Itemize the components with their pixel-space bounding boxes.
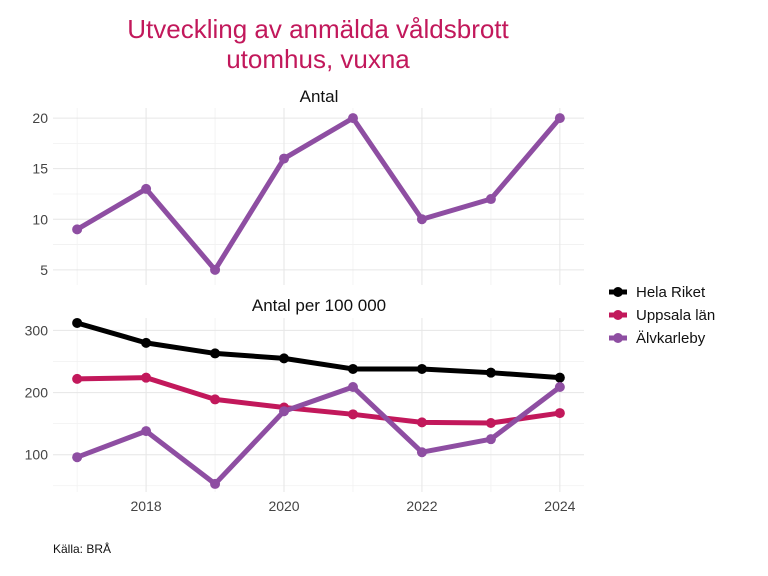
data-point-uppsala-lan — [141, 372, 152, 383]
data-point-uppsala-lan — [554, 408, 565, 419]
legend-label: Uppsala län — [636, 307, 715, 324]
data-point-alvkarleby — [72, 452, 83, 463]
x-axis: 2018 2020 2022 2024 — [131, 498, 576, 514]
x-tick-label: 2022 — [406, 498, 437, 514]
legend-swatch-point — [613, 333, 623, 343]
panel-title-per-100000: Antal per 100 000 — [252, 296, 386, 315]
data-point-alvkarleby — [347, 113, 358, 124]
x-tick-label: 2020 — [268, 498, 299, 514]
panel-antal: 5 10 15 20 — [32, 108, 584, 285]
panel-antal-per-100-000: 100 200 300 — [25, 317, 584, 492]
series-line-uppsala-lan — [74, 375, 563, 426]
y-tick-label: 15 — [32, 161, 48, 177]
series-line-hela-riket — [74, 320, 563, 381]
data-point-hela-riket — [72, 317, 83, 328]
data-point-alvkarleby — [279, 406, 290, 417]
data-point-hela-riket — [416, 363, 427, 374]
data-point-hela-riket — [279, 353, 290, 364]
legend-swatch-point — [613, 287, 623, 297]
legend-label: Älvkarleby — [636, 330, 706, 347]
y-tick-label: 300 — [25, 322, 49, 338]
data-point-alvkarleby — [416, 214, 427, 225]
data-point-alvkarleby — [72, 224, 83, 235]
x-tick-label: 2018 — [131, 498, 162, 514]
data-point-uppsala-lan — [485, 418, 496, 429]
data-point-uppsala-lan — [347, 409, 358, 420]
plot-panels: 5 10 15 20 100 200 300 — [25, 108, 584, 492]
data-point-alvkarleby — [210, 478, 221, 489]
data-point-alvkarleby — [554, 381, 565, 392]
legend-item-alvkarleby: Älvkarleby — [609, 330, 706, 347]
data-point-alvkarleby — [141, 183, 152, 194]
y-tick-label: 10 — [32, 211, 48, 227]
panel-title-antal: Antal — [300, 87, 339, 106]
data-point-hela-riket — [210, 348, 221, 359]
data-point-alvkarleby — [485, 194, 496, 205]
data-point-uppsala-lan — [210, 394, 221, 405]
data-point-uppsala-lan — [72, 373, 83, 384]
data-point-alvkarleby — [210, 264, 221, 275]
data-point-alvkarleby — [416, 447, 427, 458]
y-tick-label: 100 — [25, 447, 49, 463]
data-point-alvkarleby — [141, 426, 152, 437]
y-tick-label: 20 — [32, 110, 48, 126]
data-point-uppsala-lan — [416, 417, 427, 428]
chart-title-line-1: Utveckling av anmälda våldsbrott — [127, 14, 509, 44]
chart-title-line-2: utomhus, vuxna — [226, 44, 410, 74]
data-point-hela-riket — [554, 372, 565, 383]
data-point-alvkarleby — [554, 113, 565, 124]
legend-swatch-point — [613, 310, 623, 320]
x-tick-label: 2024 — [544, 498, 575, 514]
legend-item-uppsala-lan: Uppsala län — [609, 307, 715, 324]
data-point-alvkarleby — [347, 381, 358, 392]
data-point-hela-riket — [347, 363, 358, 374]
y-tick-label: 5 — [40, 262, 48, 278]
series-line-alvkarleby — [74, 384, 563, 487]
data-point-alvkarleby — [279, 153, 290, 164]
legend-label: Hela Riket — [636, 284, 706, 301]
data-point-hela-riket — [141, 337, 152, 348]
legend: Hela Riket Uppsala län Älvkarleby — [609, 284, 715, 347]
y-tick-label: 200 — [25, 385, 49, 401]
data-point-hela-riket — [485, 367, 496, 378]
data-point-alvkarleby — [485, 434, 496, 445]
legend-item-hela-riket: Hela Riket — [609, 284, 706, 301]
series-line-alvkarleby — [74, 115, 563, 273]
source-note: Källa: BRÅ — [53, 541, 111, 556]
